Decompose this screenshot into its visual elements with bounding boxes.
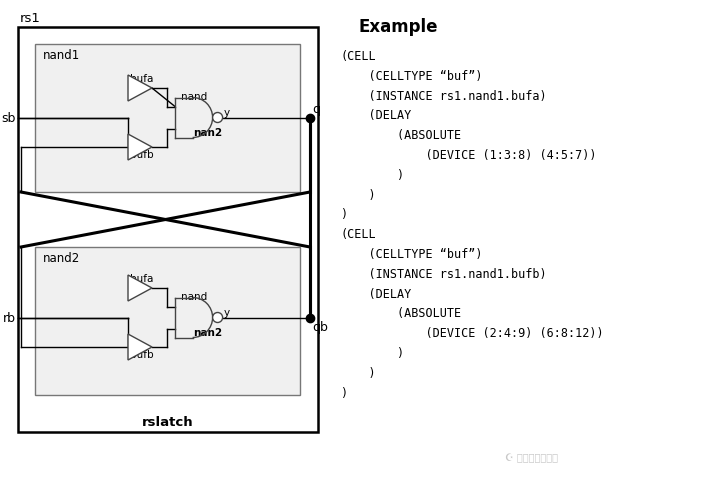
Text: ): ) <box>340 386 347 399</box>
Text: q: q <box>312 103 320 116</box>
Text: rslatch: rslatch <box>142 415 194 428</box>
Text: a: a <box>129 84 135 94</box>
Circle shape <box>212 113 222 123</box>
Text: nand2: nand2 <box>43 251 80 264</box>
Circle shape <box>212 313 222 323</box>
Polygon shape <box>128 334 152 360</box>
Text: b: b <box>129 342 136 352</box>
Polygon shape <box>128 275 152 302</box>
Text: (ABSOLUTE: (ABSOLUTE <box>340 307 461 320</box>
Text: ): ) <box>340 188 376 201</box>
Text: ☪ 全栈芯片工程师: ☪ 全栈芯片工程师 <box>505 452 558 462</box>
Bar <box>18 28 318 432</box>
Text: bufa: bufa <box>130 273 154 284</box>
Text: qb: qb <box>312 320 328 333</box>
Text: (ABSOLUTE: (ABSOLUTE <box>340 129 461 142</box>
Text: nand: nand <box>181 292 207 302</box>
Polygon shape <box>128 135 152 161</box>
Text: ): ) <box>340 366 376 379</box>
Bar <box>35 45 300 193</box>
Text: bufb: bufb <box>130 150 154 160</box>
Text: y: y <box>224 107 229 117</box>
Text: bufa: bufa <box>130 74 154 84</box>
Text: (DEVICE (2:4:9) (6:8:12)): (DEVICE (2:4:9) (6:8:12)) <box>340 326 604 340</box>
Text: nand1: nand1 <box>43 49 80 62</box>
Text: ): ) <box>340 208 347 221</box>
Text: (CELL: (CELL <box>340 50 376 63</box>
Text: (DELAY: (DELAY <box>340 287 411 300</box>
Text: (CELLTYPE “buf”): (CELLTYPE “buf”) <box>340 247 482 261</box>
Text: ): ) <box>340 346 404 359</box>
Text: bufb: bufb <box>130 349 154 359</box>
Text: b: b <box>129 142 136 153</box>
Text: (INSTANCE rs1.nand1.bufa): (INSTANCE rs1.nand1.bufa) <box>340 89 547 102</box>
Text: nan2: nan2 <box>193 128 222 138</box>
Polygon shape <box>128 76 152 102</box>
Text: (DEVICE (1:3:8) (4:5:7)): (DEVICE (1:3:8) (4:5:7)) <box>340 149 597 162</box>
Text: y: y <box>224 307 229 317</box>
Bar <box>35 247 300 395</box>
Text: (CELLTYPE “buf”): (CELLTYPE “buf”) <box>340 70 482 82</box>
Text: rs1: rs1 <box>20 12 41 25</box>
Text: sb: sb <box>1 112 16 125</box>
Text: ): ) <box>340 168 404 182</box>
Text: (INSTANCE rs1.nand1.bufb): (INSTANCE rs1.nand1.bufb) <box>340 267 547 280</box>
Text: a: a <box>129 284 135 293</box>
Text: (CELL: (CELL <box>340 228 376 241</box>
Text: (DELAY: (DELAY <box>340 109 411 122</box>
Text: nan2: nan2 <box>193 328 222 338</box>
Text: Example: Example <box>358 18 438 36</box>
Text: nand: nand <box>181 92 207 102</box>
Text: rb: rb <box>3 311 16 325</box>
